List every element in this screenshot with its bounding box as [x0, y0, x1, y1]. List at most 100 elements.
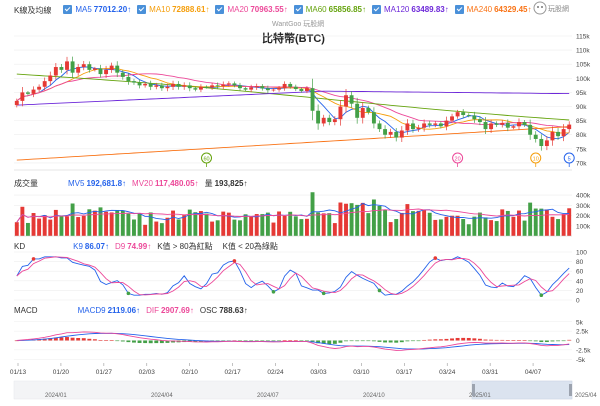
checkbox-icon[interactable] [293, 5, 303, 14]
marker-circle [563, 152, 575, 164]
checkbox-icon[interactable] [63, 5, 73, 14]
legend-item-mv20[interactable]: MV20 117,480.05↑ [132, 179, 199, 188]
candle-body [366, 107, 371, 113]
price-tick-label: 80k [576, 132, 587, 139]
osc-bar [522, 340, 527, 341]
candle-body [477, 119, 482, 123]
volume-bar [394, 219, 399, 236]
osc-bar [98, 340, 103, 341]
volume-bar [522, 220, 527, 236]
legend-item-macd9[interactable]: MACD9 2119.06↑ [78, 306, 141, 315]
candle-body [104, 69, 109, 75]
volume-bar [427, 212, 432, 236]
osc-bar [59, 337, 64, 341]
osc-bar [65, 337, 69, 341]
volume-bar [221, 211, 226, 236]
osc-bar [561, 340, 566, 342]
kline-label: K線及均線 [14, 6, 52, 15]
legend-item-k9[interactable]: K9 86.07↑ [73, 242, 109, 251]
candle-body [505, 122, 510, 128]
osc-bar [288, 340, 293, 341]
volume-bar [176, 219, 181, 236]
x-tick-label: 03/31 [482, 369, 499, 376]
osc-bar [450, 338, 454, 341]
volume-bar [444, 216, 449, 236]
volume-bar [187, 209, 192, 236]
legend-item-dif[interactable]: DIF 2907.69↑ [146, 306, 194, 315]
price-tick-label: 85k [576, 118, 587, 125]
osc-bar [466, 337, 471, 341]
legend-item-osc[interactable]: OSC 788.63↑ [200, 306, 248, 315]
kd-red-dot [31, 257, 36, 261]
volume-bar [254, 214, 259, 236]
volume-bar [338, 202, 343, 236]
osc-bar [444, 338, 449, 341]
candle-body [165, 86, 170, 89]
kd-note-green: K值 < 20為綠點 [222, 242, 278, 251]
checkbox-icon[interactable] [137, 5, 147, 14]
price-tick-label: 110k [576, 48, 590, 55]
x-tick-label: 02/17 [224, 369, 241, 376]
legend-item-ma20[interactable]: MA20 70963.55↑ [215, 5, 288, 14]
x-tick-label: 01/20 [53, 369, 70, 376]
candle-body [154, 85, 159, 87]
watermark: WantGoo 玩股網 [272, 21, 325, 28]
kd-note-red: K值 > 80為紅點 [157, 242, 213, 251]
legend-item-ma240[interactable]: MA240 64329.45↑ [454, 5, 531, 14]
legend-item-d9[interactable]: D9 74.99↑ [115, 242, 151, 251]
legend-item-ma60[interactable]: MA60 65856.85↑ [293, 5, 366, 14]
ma-line-ma60 [16, 73, 570, 121]
marker-label: 5 [568, 157, 571, 163]
volume-bar [477, 212, 482, 236]
checkbox-icon[interactable] [372, 5, 382, 14]
volume-bar [132, 219, 136, 236]
candle-body [483, 122, 488, 130]
volume-tick-label: 400k [576, 193, 591, 200]
volume-bar [154, 221, 159, 236]
volume-bar [299, 219, 304, 236]
candle-body [238, 85, 242, 89]
legend-item-量[interactable]: 量 193,825↑ [205, 178, 248, 189]
candle-body [550, 131, 555, 141]
marker-label: 60 [203, 157, 209, 163]
volume-bar [92, 210, 97, 236]
candle-body [53, 67, 58, 76]
osc-bar [137, 340, 142, 343]
osc-bar [377, 340, 382, 342]
osc-bar [265, 340, 270, 342]
osc-bar [371, 340, 376, 342]
volume-bar [109, 212, 114, 236]
volume-bar [65, 216, 69, 236]
marker-label: 20 [455, 157, 461, 163]
osc-bar [416, 340, 421, 342]
osc-bar [53, 337, 58, 341]
candle-body [159, 85, 164, 89]
legend-item-ma5[interactable]: MA5 77012.20↑ [63, 5, 131, 14]
volume-bar [165, 217, 170, 236]
checkbox-icon[interactable] [454, 5, 464, 14]
osc-bar [171, 340, 175, 343]
volume-bar [204, 213, 209, 236]
osc-bar [349, 340, 354, 342]
candle-body [500, 122, 505, 125]
legend-item-mv5[interactable]: MV5 192,681.8↑ [68, 179, 126, 188]
volume-bar [120, 210, 125, 236]
osc-bar [399, 340, 404, 343]
legend-value: 2119.06↑ [107, 306, 141, 315]
candle-body [450, 116, 454, 121]
volume-bar [550, 216, 555, 236]
legend-item-ma10[interactable]: MA10 72888.61↑ [137, 5, 209, 14]
osc-bar [115, 340, 120, 342]
osc-bar [109, 340, 114, 341]
candle-body [282, 83, 287, 89]
candle-body [215, 85, 220, 87]
ma-line-ma20 [16, 73, 570, 129]
x-tick-label: 02/03 [139, 369, 156, 376]
checkbox-icon[interactable] [215, 5, 225, 14]
legend-item-ma120[interactable]: MA120 63489.83↑ [372, 5, 449, 14]
legend-value: 72888.61↑ [172, 5, 210, 14]
candle-body [310, 88, 315, 111]
osc-bar [282, 340, 287, 341]
osc-bar [556, 340, 561, 342]
osc-bar [489, 339, 494, 341]
